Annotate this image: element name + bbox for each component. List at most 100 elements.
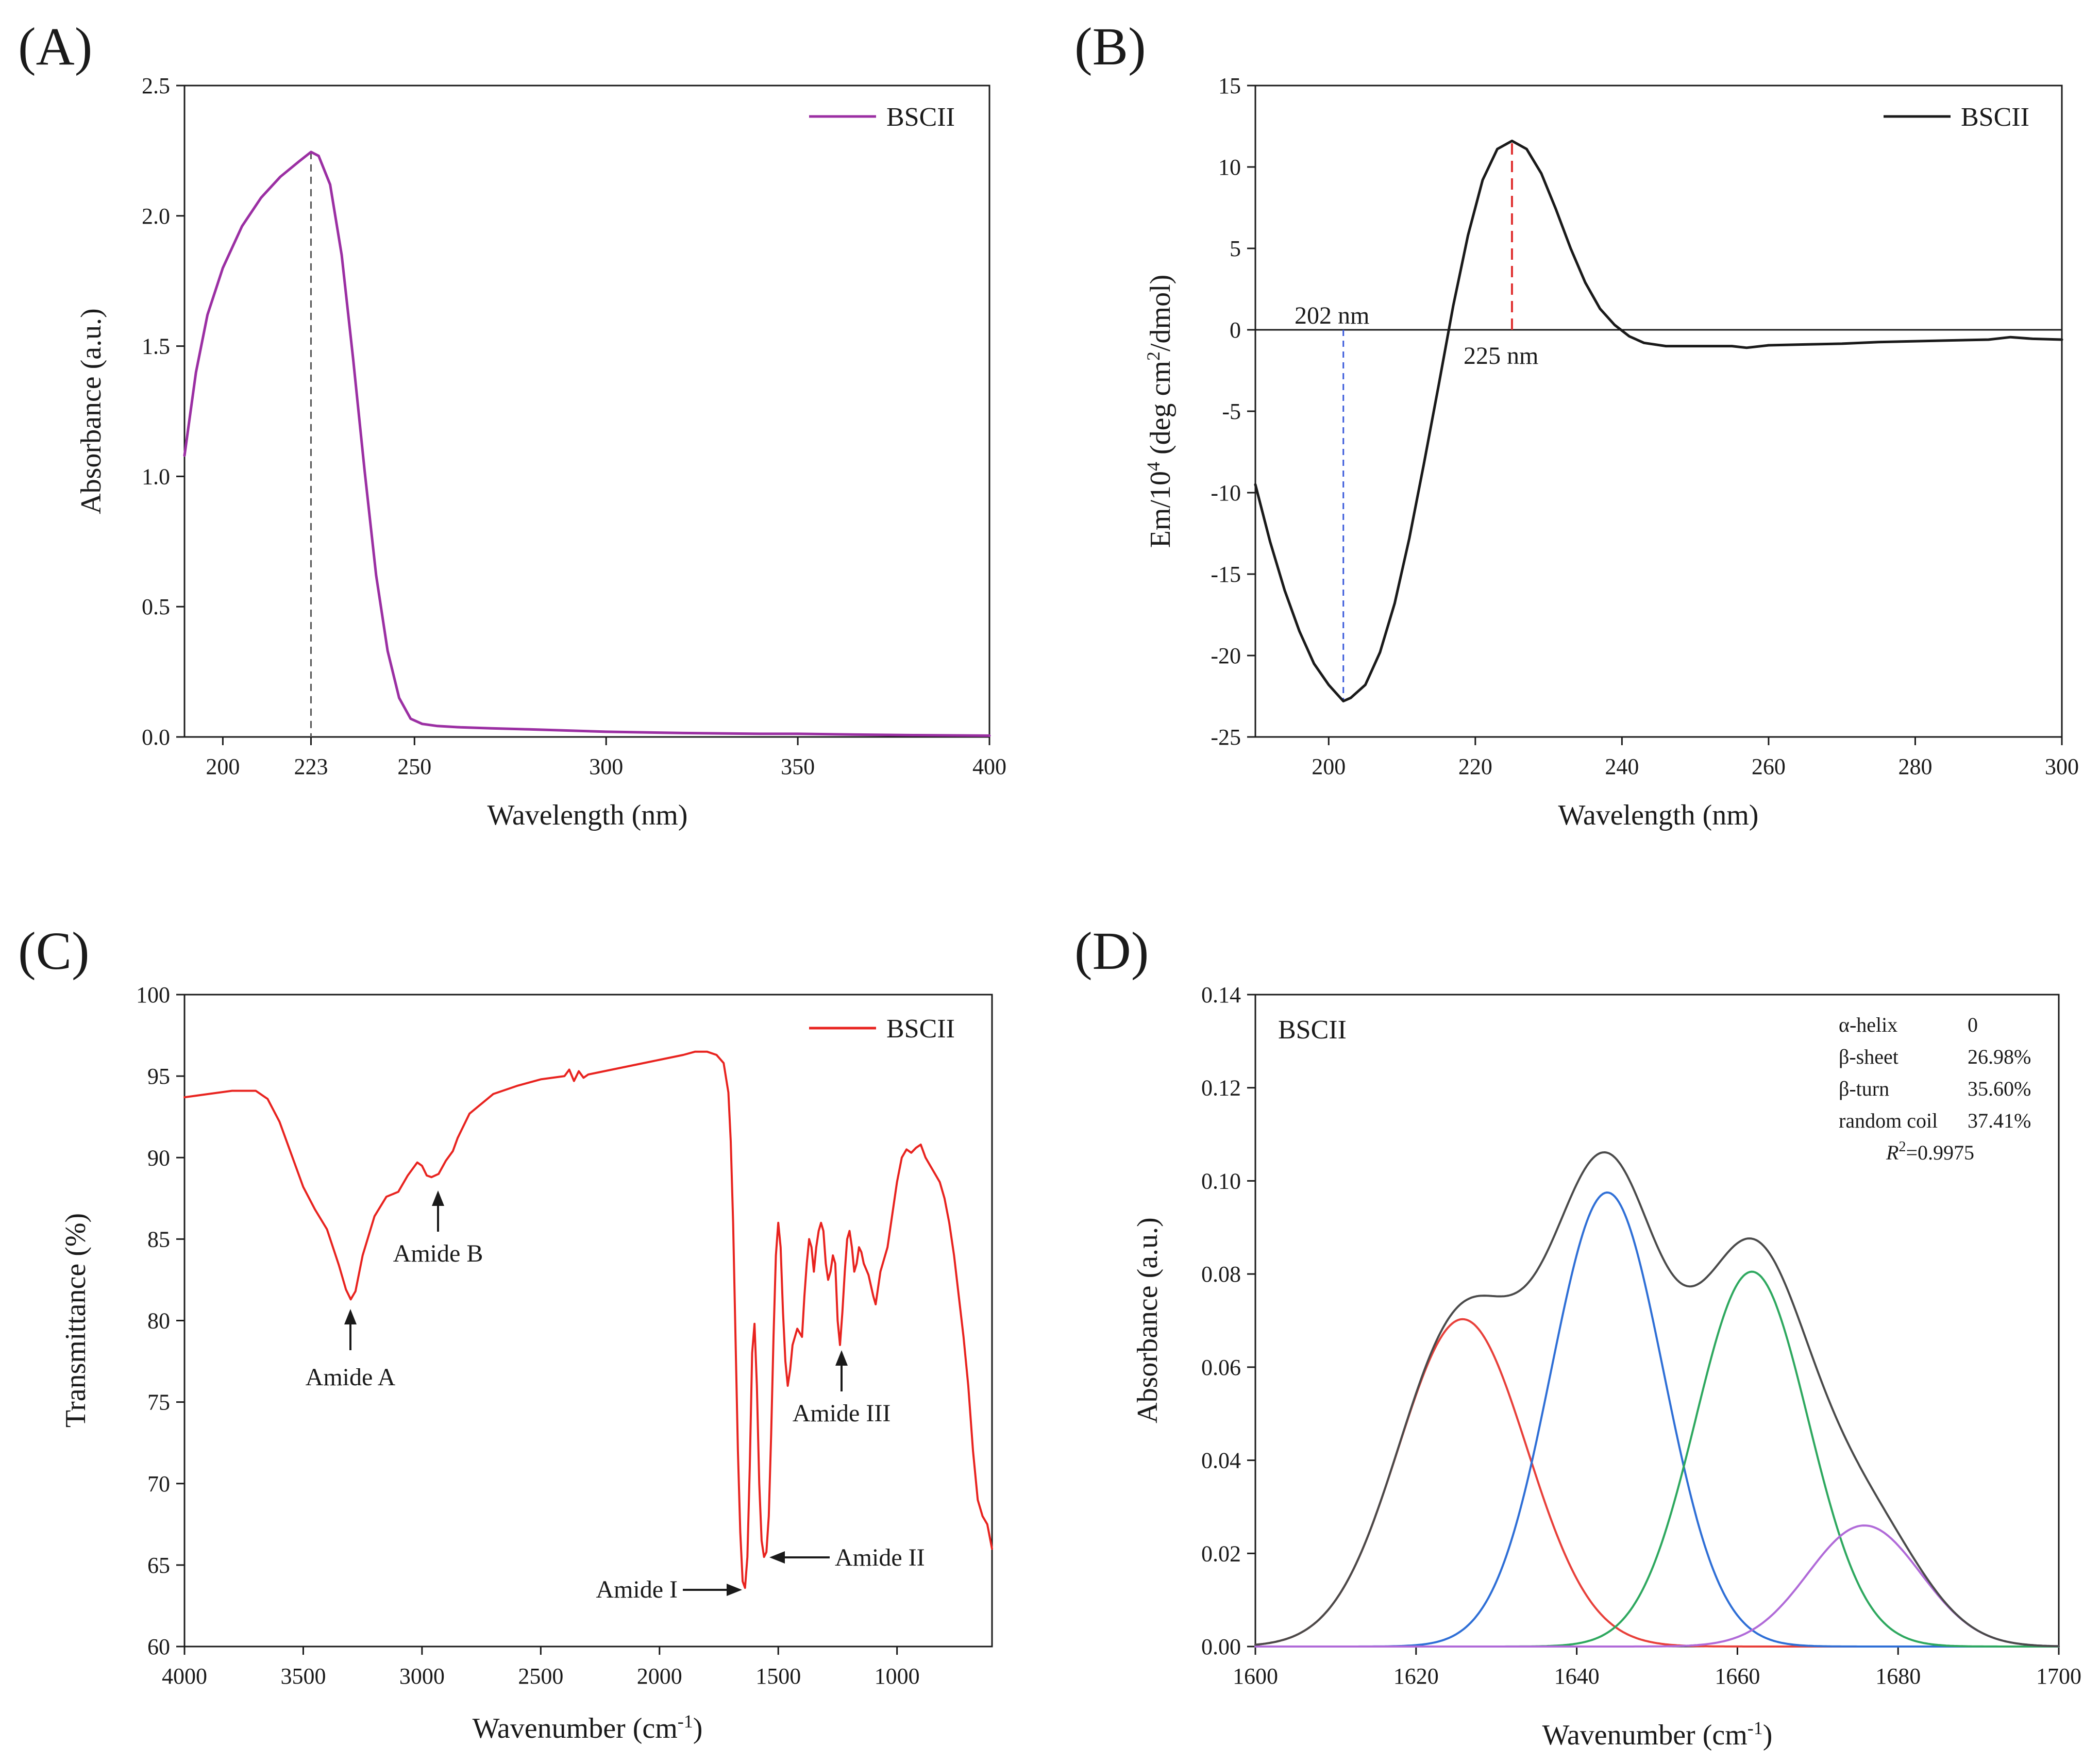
x-tick-label: 2500 bbox=[518, 1664, 563, 1689]
table-label-alpha-helix: α-helix bbox=[1839, 1013, 1897, 1036]
series-line-bscii-ftir bbox=[183, 1050, 993, 1589]
x-tick-label: 200 bbox=[206, 754, 240, 779]
amide-iii-arrowhead bbox=[835, 1350, 848, 1366]
y-tick-label: 90 bbox=[147, 1145, 170, 1170]
y-tick-label: 0.0 bbox=[142, 725, 170, 750]
x-tick-label: 200 bbox=[1312, 754, 1346, 779]
y-tick-label: 0.04 bbox=[1201, 1448, 1241, 1473]
y-tick-label: 70 bbox=[147, 1471, 170, 1497]
amide-a-arrowhead bbox=[344, 1309, 357, 1324]
panel-b-x-axis-title: Wavelength (nm) bbox=[1558, 799, 1759, 831]
panel-c-ticks: 4000 3500 3000 2500 2000 1500 1000 60 65 70 75 80 85… bbox=[136, 982, 920, 1689]
table-value-beta-turn: 35.60% bbox=[1968, 1077, 2031, 1100]
x-tick-label: 3500 bbox=[280, 1664, 326, 1689]
y-tick-label: -10 bbox=[1211, 480, 1241, 506]
panel-d-label: (D) bbox=[1074, 921, 1149, 981]
panel-a-marks bbox=[183, 150, 991, 737]
y-tick-label: 5 bbox=[1230, 236, 1241, 261]
x-tick-label: 1500 bbox=[755, 1664, 801, 1689]
x-tick-label: 1680 bbox=[1875, 1664, 1921, 1689]
y-tick-label: 0.12 bbox=[1201, 1076, 1241, 1101]
peak-label-225nm: 225 nm bbox=[1464, 342, 1538, 370]
secondary-structure-table: α-helix 0 β-sheet 26.98% β-turn 35.60% r… bbox=[1839, 1013, 2031, 1164]
r-squared-symbol: R bbox=[1886, 1141, 1899, 1164]
x-tick-label: 400 bbox=[972, 754, 1006, 779]
x-tick-label: 1000 bbox=[875, 1664, 920, 1689]
amide-ii-label: Amide II bbox=[835, 1544, 925, 1571]
y-tick-label: 0.10 bbox=[1201, 1168, 1241, 1194]
panel-a-ticks: 200 223 250 300 350 400 0.0 0.5 1.0 1.5 2.0 2.5 bbox=[142, 73, 1006, 779]
panel-b-ylabel-part-c: (deg cm bbox=[1145, 361, 1177, 462]
panel-d: (D) 1600 1620 1640 1660 1680 1700 0.00 0.02 0.04… bbox=[1074, 921, 2081, 1751]
panel-b-y-axis-title: Em/104 (deg cm2/dmol) bbox=[1143, 275, 1177, 548]
y-tick-label: -5 bbox=[1222, 399, 1241, 424]
panel-b-ylabel-sup-2: 2 bbox=[1143, 351, 1164, 361]
y-tick-label: 1.5 bbox=[142, 334, 170, 359]
amide-ii-arrowhead bbox=[769, 1551, 785, 1564]
amide-iii-label: Amide III bbox=[793, 1400, 891, 1427]
panel-d-x-axis-title: Wavenumber (cm-1) bbox=[1542, 1718, 1773, 1751]
panel-c-y-axis-title: Transmittance (%) bbox=[60, 1213, 92, 1428]
panel-b-label: (B) bbox=[1074, 17, 1146, 76]
x-tick-label: 1600 bbox=[1233, 1664, 1278, 1689]
panel-c-x-axis-title: Wavenumber (cm-1) bbox=[473, 1711, 703, 1744]
table-value-beta-sheet: 26.98% bbox=[1968, 1045, 2031, 1068]
y-tick-label: 60 bbox=[147, 1634, 170, 1659]
y-tick-label: 0.02 bbox=[1201, 1541, 1241, 1566]
amide-annotations bbox=[344, 1190, 848, 1596]
panel-d-title: BSCII bbox=[1278, 1015, 1347, 1045]
amide-b-label: Amide B bbox=[393, 1240, 483, 1267]
panel-c-label: (C) bbox=[18, 921, 90, 981]
panel-a-x-axis-title: Wavelength (nm) bbox=[488, 799, 688, 831]
panel-b-plot-frame bbox=[1254, 85, 2063, 738]
r-squared-value: R2=0.9975 bbox=[1886, 1139, 1974, 1164]
fit-curve-peak-1626 bbox=[1254, 1318, 2060, 1648]
panel-a: (A) 200 223 250 300 350 400 0.0 0.5 1.0 1.5 2.0 2.5… bbox=[18, 17, 1006, 831]
x-tick-label: 300 bbox=[2045, 754, 2079, 779]
y-tick-label: -20 bbox=[1211, 643, 1241, 668]
x-tick-label: 260 bbox=[1752, 754, 1786, 779]
amide-b-arrowhead bbox=[432, 1190, 444, 1206]
panel-c-xlabel-part-c: ) bbox=[693, 1712, 703, 1744]
panel-a-y-axis-title: Absorbance (a.u.) bbox=[75, 308, 107, 514]
fit-curve-peak-1644 bbox=[1254, 1191, 2060, 1648]
fit-curve-peak-1676 bbox=[1254, 1524, 2060, 1648]
panel-b-ylabel-part-e: /dmol) bbox=[1145, 275, 1177, 351]
x-tick-label: 250 bbox=[397, 754, 431, 779]
y-tick-label: 0 bbox=[1230, 317, 1241, 343]
y-tick-label: 75 bbox=[147, 1390, 170, 1415]
y-tick-label: 0.08 bbox=[1201, 1262, 1241, 1287]
panel-d-xlabel-part-a: Wavenumber (cm bbox=[1542, 1719, 1748, 1751]
x-tick-label: 350 bbox=[781, 754, 815, 779]
panel-a-legend: BSCII bbox=[809, 103, 955, 132]
y-tick-label: -15 bbox=[1211, 562, 1241, 587]
table-label-beta-turn: β-turn bbox=[1839, 1077, 1889, 1100]
panel-b-legend: BSCII bbox=[1884, 103, 2029, 132]
panel-d-plot-frame bbox=[1254, 994, 2060, 1648]
y-tick-label: 10 bbox=[1218, 155, 1241, 180]
panel-b-ticks: 200 220 240 260 280 300 -25 -20 -15 -10 -5 0 5 10 15 bbox=[1211, 73, 2079, 779]
panel-c-legend: BSCII bbox=[809, 1014, 955, 1044]
y-tick-label: 80 bbox=[147, 1308, 170, 1334]
panel-b-ylabel-sup-4: 4 bbox=[1143, 462, 1164, 471]
x-tick-label: 300 bbox=[589, 754, 623, 779]
x-tick-label: 280 bbox=[1898, 754, 1932, 779]
table-value-random-coil: 37.41% bbox=[1968, 1109, 2031, 1132]
y-tick-label: 65 bbox=[147, 1553, 170, 1578]
y-tick-label: 100 bbox=[136, 982, 170, 1008]
table-value-alpha-helix: 0 bbox=[1968, 1013, 1978, 1036]
panel-d-y-axis-title: Absorbance (a.u.) bbox=[1132, 1217, 1164, 1423]
y-tick-label: 2.5 bbox=[142, 73, 170, 98]
panel-d-xlabel-sup: -1 bbox=[1748, 1718, 1763, 1738]
y-tick-label: 0.00 bbox=[1201, 1634, 1241, 1659]
y-tick-label: 2.0 bbox=[142, 204, 170, 229]
series-line-bscii-absorbance bbox=[183, 150, 991, 737]
x-tick-label: 4000 bbox=[162, 1664, 207, 1689]
amide-i-label: Amide I bbox=[596, 1576, 678, 1603]
x-tick-label: 2000 bbox=[637, 1664, 682, 1689]
y-tick-label: 0.06 bbox=[1201, 1355, 1241, 1380]
panel-a-plot-frame bbox=[183, 85, 990, 738]
x-tick-label: 3000 bbox=[399, 1664, 445, 1689]
panel-d-ticks: 1600 1620 1640 1660 1680 1700 0.00 0.02 0.04 0.06… bbox=[1201, 982, 2081, 1689]
